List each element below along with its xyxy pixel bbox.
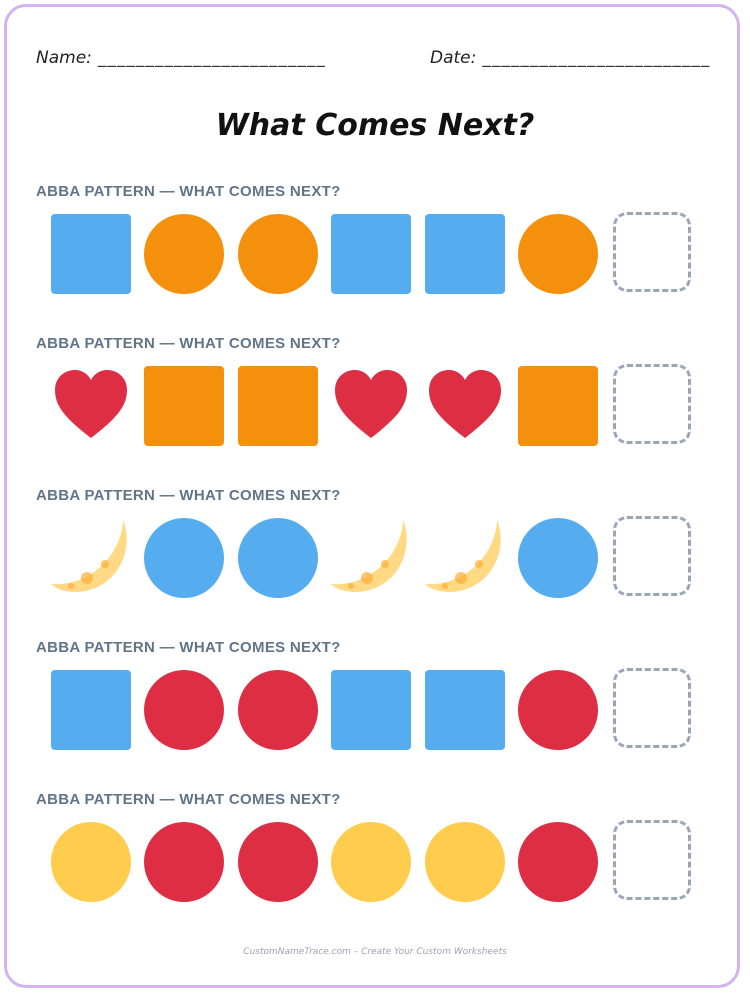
answer-box-3[interactable] (613, 516, 691, 596)
yellow-circle (51, 822, 131, 902)
blue-square (51, 670, 131, 750)
row-1-label: ABBA PATTERN — WHAT COMES NEXT? (36, 183, 341, 200)
crescent-moon-icon (425, 520, 501, 592)
red-circle (144, 670, 224, 750)
red-circle (518, 670, 598, 750)
orange-circle (238, 214, 318, 294)
worksheet-title: What Comes Next? (215, 108, 535, 143)
name-field[interactable]: Name: ________________________ (36, 48, 326, 68)
name-label: Name: (36, 48, 92, 68)
crescent-moon-icon (331, 520, 407, 592)
red-heart-icon (335, 370, 407, 438)
row-3-label: ABBA PATTERN — WHAT COMES NEXT? (36, 487, 341, 504)
blue-square (331, 670, 411, 750)
answer-box-2[interactable] (613, 364, 691, 444)
blue-square (425, 214, 505, 294)
orange-square (518, 366, 598, 446)
orange-square (238, 366, 318, 446)
date-field[interactable]: Date: ________________________ (430, 48, 710, 68)
blue-square (425, 670, 505, 750)
row-4-label: ABBA PATTERN — WHAT COMES NEXT? (36, 639, 341, 656)
orange-circle (518, 214, 598, 294)
red-heart-icon (429, 370, 501, 438)
red-circle (238, 670, 318, 750)
date-blank[interactable]: ________________________ (482, 48, 711, 68)
yellow-circle (425, 822, 505, 902)
blue-square (331, 214, 411, 294)
blue-circle (238, 518, 318, 598)
red-circle (144, 822, 224, 902)
answer-box-1[interactable] (613, 212, 691, 292)
yellow-circle (331, 822, 411, 902)
answer-box-4[interactable] (613, 668, 691, 748)
crescent-moon-icon (51, 520, 127, 592)
red-circle (518, 822, 598, 902)
page-border (4, 4, 740, 988)
answer-box-5[interactable] (613, 820, 691, 900)
name-blank[interactable]: ________________________ (97, 48, 326, 68)
blue-square (51, 214, 131, 294)
red-circle (238, 822, 318, 902)
orange-square (144, 366, 224, 446)
date-label: Date: (430, 48, 477, 68)
footer-credit: CustomNameTrace.com – Create Your Custom… (243, 947, 507, 957)
red-heart-icon (55, 370, 127, 438)
row-5-label: ABBA PATTERN — WHAT COMES NEXT? (36, 791, 341, 808)
blue-circle (518, 518, 598, 598)
orange-circle (144, 214, 224, 294)
row-2-label: ABBA PATTERN — WHAT COMES NEXT? (36, 335, 341, 352)
blue-circle (144, 518, 224, 598)
